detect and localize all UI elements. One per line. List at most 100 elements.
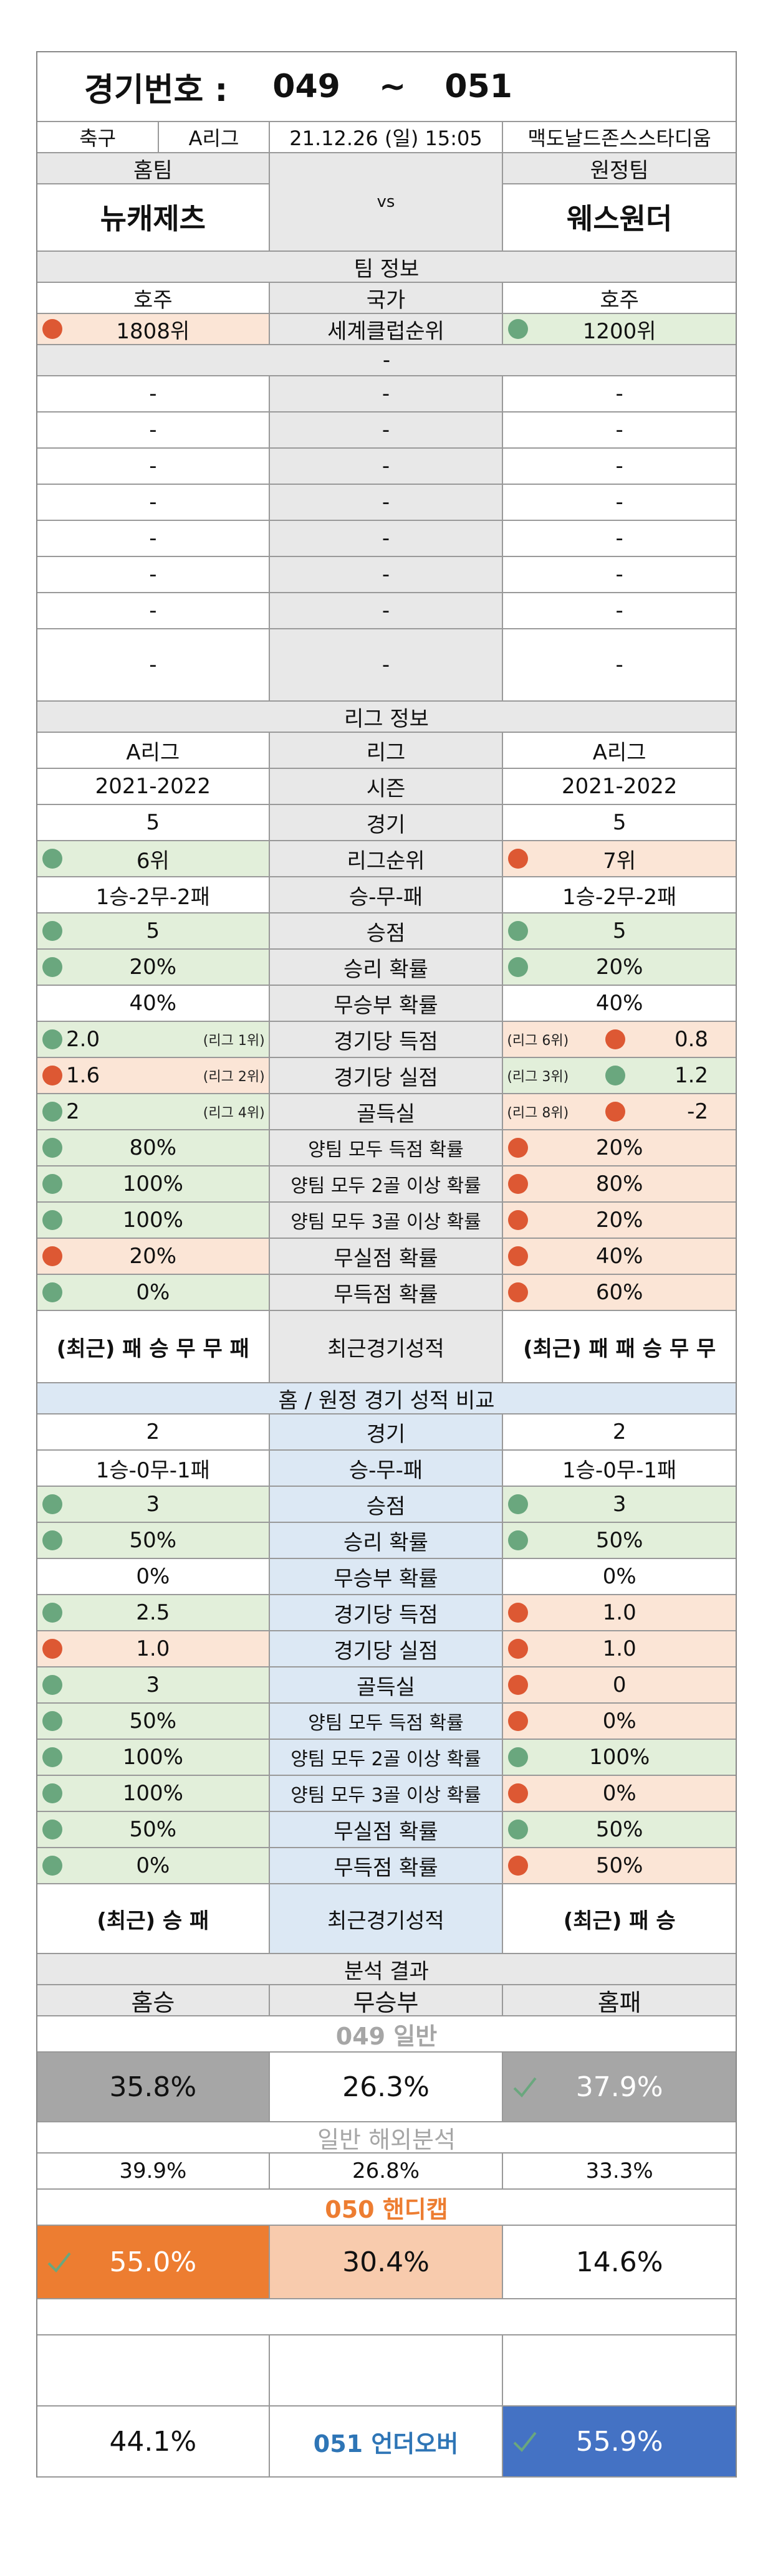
away-stat-cell: 5 — [503, 914, 736, 948]
s050-away-value: 14.6% — [575, 2246, 663, 2278]
dash-cell: - — [615, 562, 623, 587]
home-stat-cell: 100% — [37, 1166, 270, 1201]
dash-cell: - — [269, 485, 504, 520]
away-stat-cell: (리그 8위) -2 — [503, 1094, 736, 1129]
away-stat-cell: 2021-2022 — [503, 769, 736, 804]
s051-title: 051 언더오버 — [270, 2407, 504, 2476]
away-stat-value: 50% — [595, 1528, 643, 1553]
away-stat-value: 1승-0무-1패 — [562, 1457, 677, 1483]
stat-row: 6위 리그순위 7위 — [37, 841, 736, 877]
home-stat-value: 40% — [129, 991, 177, 1016]
dash-cell: - — [37, 521, 270, 556]
stat-row: 50% 양팀 모두 득점 확률 0% — [37, 1704, 736, 1740]
dash-row: --- — [37, 593, 736, 629]
stat-label: 무실점 확률 — [269, 1812, 504, 1847]
red-dot-icon — [508, 1603, 529, 1623]
dash-cell: - — [269, 557, 504, 592]
green-dot-icon — [42, 1783, 62, 1803]
away-stat-value: 20% — [595, 1208, 643, 1233]
analysis-header: 분석 결과 — [37, 1954, 736, 1985]
red-dot-icon — [508, 1174, 529, 1194]
check-icon — [513, 2077, 537, 2098]
dash-cell: - — [37, 413, 270, 447]
dash-cell: - — [37, 449, 270, 484]
league-info-title: 리그 정보 — [37, 702, 736, 732]
away-stat-value: 1.0 — [602, 1600, 636, 1625]
home-stat-value: 3 — [146, 1492, 160, 1517]
away-stat-cell: 1.0 — [503, 1595, 736, 1630]
overseas-values-row: 39.9% 26.8% 33.3% — [37, 2154, 736, 2190]
league-info-header: 리그 정보 — [37, 702, 736, 733]
home-stat-value: 1.0 — [136, 1636, 170, 1661]
match-table: 경기번호 : 049 ~ 051 축구 A리그 21.12.26 (일) 15:… — [36, 51, 737, 2478]
home-stat-cell: 2 — [37, 1414, 270, 1449]
stat-label: 무득점 확률 — [269, 1848, 504, 1883]
s050-title-row: 050 핸디캡 — [37, 2190, 736, 2226]
dash-cell: - — [37, 376, 270, 411]
home-stat-cell: 50% — [37, 1704, 270, 1739]
home-stat-value: 100% — [122, 1745, 183, 1770]
s049-title: 049 일반 — [335, 2022, 438, 2050]
away-stat-value: 1.0 — [602, 1636, 636, 1661]
green-dot-icon — [42, 1138, 62, 1158]
dash-cell: - — [37, 485, 270, 520]
s049-home-value: 35.8% — [37, 2053, 270, 2121]
stat-row: 100% 양팀 모두 2골 이상 확률 100% — [37, 1740, 736, 1776]
dash-cell: - — [269, 629, 504, 700]
home-stat-value: 6위 — [136, 848, 170, 874]
stat-label: 승리 확률 — [269, 1523, 504, 1558]
stat-label: 골득실 — [269, 1094, 504, 1129]
home-stat-value: 80% — [129, 1135, 177, 1160]
stat-row: 0% 무득점 확률 50% — [37, 1848, 736, 1884]
stat-row: (리그 2위) 1.6 경기당 실점 (리그 3위) 1.2 — [37, 1058, 736, 1094]
blank-cell — [503, 2335, 736, 2405]
green-dot-icon — [605, 1066, 626, 1085]
away-stat-cell: 20% — [503, 1203, 736, 1238]
green-dot-icon — [42, 1494, 62, 1514]
stat-row: A리그 리그 A리그 — [37, 733, 736, 769]
away-stat-value: 50% — [595, 1817, 643, 1842]
stat-label: 양팀 모두 3골 이상 확률 — [269, 1203, 504, 1238]
stat-label: 양팀 모두 2골 이상 확률 — [269, 1166, 504, 1201]
away-stat-value: 0% — [602, 1781, 636, 1806]
stat-row: 5 경기 5 — [37, 805, 736, 841]
away-stat-value: 3 — [612, 1492, 627, 1517]
dash-cell: - — [615, 417, 623, 442]
green-dot-icon — [508, 1530, 529, 1550]
green-dot-icon — [42, 1747, 62, 1767]
home-stat-cell: 5 — [37, 805, 270, 840]
green-dot-icon — [42, 1530, 62, 1550]
away-stat-value: 7위 — [603, 848, 636, 874]
home-stat-cell: 20% — [37, 1239, 270, 1274]
s051-row: 44.1% 051 언더오버 55.9% — [37, 2407, 736, 2478]
s050-draw-value: 30.4% — [269, 2226, 504, 2298]
home-stat-value: 100% — [122, 1171, 183, 1196]
dash-cell: - — [269, 449, 504, 484]
away-stat-value: 40% — [595, 991, 643, 1016]
red-dot-icon — [508, 1138, 529, 1158]
home-league-rank-note: (리그 2위) — [203, 1069, 265, 1085]
away-stat-value: 100% — [589, 1745, 650, 1770]
away-stat-cell: 1승-2무-2패 — [503, 877, 736, 912]
red-dot-icon — [42, 1639, 62, 1659]
home-country: 호주 — [37, 283, 270, 313]
stat-label: 양팀 모두 득점 확률 — [269, 1704, 504, 1739]
home-stat-value: 3 — [146, 1672, 160, 1697]
home-team-label: 홈팀 — [37, 153, 269, 184]
red-dot-icon — [42, 1246, 62, 1266]
stat-row: 2.5 경기당 득점 1.0 — [37, 1595, 736, 1631]
away-stat-value: 20% — [595, 1135, 643, 1160]
empty-info-rows: ------------------------ — [37, 376, 736, 702]
home-league-rank-note: (리그 1위) — [203, 1033, 265, 1049]
compare-recent-row: (최근) 승 패 최근경기성적 (최근) 패 승 — [37, 1884, 736, 1954]
check-icon — [47, 2252, 71, 2273]
page-title: 경기번호 : 049 ~ 051 — [37, 52, 736, 121]
away-stat-value: 5 — [612, 810, 627, 835]
away-stat-value: 2021-2022 — [562, 774, 678, 799]
home-league-recent: (최근) 패 승 무 무 패 — [37, 1311, 270, 1382]
country-row: 호주 국가 호주 — [37, 283, 736, 314]
home-team-col: 홈팀 뉴캐제츠 — [37, 153, 270, 250]
stat-row: 1승-0무-1패 승-무-패 1승-0무-1패 — [37, 1451, 736, 1487]
away-league-rank-note: (리그 3위) — [507, 1069, 569, 1085]
green-dot-icon — [42, 1029, 62, 1049]
